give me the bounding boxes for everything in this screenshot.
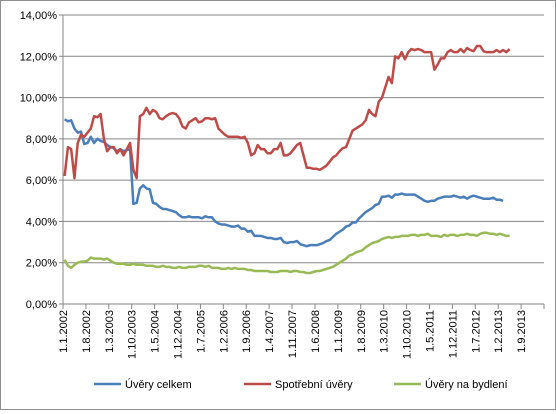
x-tick-label: 1.10.2010	[402, 310, 414, 359]
y-tick-label: 2,00%	[26, 258, 57, 270]
x-tick-label: 1.2.2013	[493, 310, 505, 353]
axes	[59, 14, 545, 309]
x-tick-label: 1.12.2011	[447, 310, 459, 358]
legend-label-1: Úvěry celkem	[125, 378, 192, 391]
y-tick-label: 6,00%	[26, 175, 57, 187]
x-tick-label: 1.2.2006	[218, 310, 230, 353]
x-tick-label: 1.11.2007	[287, 310, 299, 358]
x-tick-label: 1.4.2007	[264, 310, 276, 353]
x-tick-label: 1.12.2004	[173, 310, 185, 359]
gridlines	[63, 14, 544, 264]
series-line-3	[63, 231, 510, 275]
series-line-2	[63, 44, 511, 180]
x-axis-tick-labels: 1.1.2002 1.8.2002 1.3.2003 1.10.2003 1.5.200…	[58, 310, 528, 359]
x-tick-label: 1.5.2004	[150, 310, 162, 353]
x-tick-label: 1.8.2002	[81, 310, 93, 353]
x-tick-label: 1.6.2008	[310, 310, 322, 353]
y-axis-tick-labels: 0,00% 2,00% 4,00% 6,00% 8,00% 10,00% 12,00% 14,…	[20, 10, 58, 311]
legend-label-2: Spotřební úvěry	[275, 379, 353, 391]
legend-label-3: Úvěry na bydlení	[425, 378, 508, 391]
series-lines	[63, 44, 511, 275]
y-tick-label: 4,00%	[26, 216, 57, 228]
x-tick-label: 1.3.2010	[379, 310, 391, 353]
x-tick-label: 1.9.2006	[241, 310, 253, 353]
x-tick-label: 1.8.2009	[356, 310, 368, 353]
x-tick-label: 1.3.2003	[104, 310, 116, 353]
x-tick-label: 1.7.2012	[470, 310, 482, 353]
y-tick-label: 10,00%	[20, 93, 58, 105]
x-tick-label: 1.1.2002	[58, 310, 70, 353]
series-line-1	[63, 118, 504, 248]
y-tick-label: 8,00%	[26, 134, 57, 146]
y-tick-label: 0,00%	[26, 299, 57, 311]
x-tick-label: 1.9.2013	[516, 310, 528, 353]
x-tick-label: 1.7.2005	[195, 310, 207, 353]
x-tick-label: 1.10.2003	[127, 310, 139, 359]
legend: Úvěry celkem Spotřební úvěry Úvěry na bydl…	[94, 378, 508, 391]
x-tick-label: 1.1.2009	[333, 310, 345, 353]
y-tick-label: 14,00%	[20, 10, 58, 22]
y-tick-label: 12,00%	[20, 51, 58, 63]
x-tick-label: 1.5.2011	[424, 310, 436, 352]
